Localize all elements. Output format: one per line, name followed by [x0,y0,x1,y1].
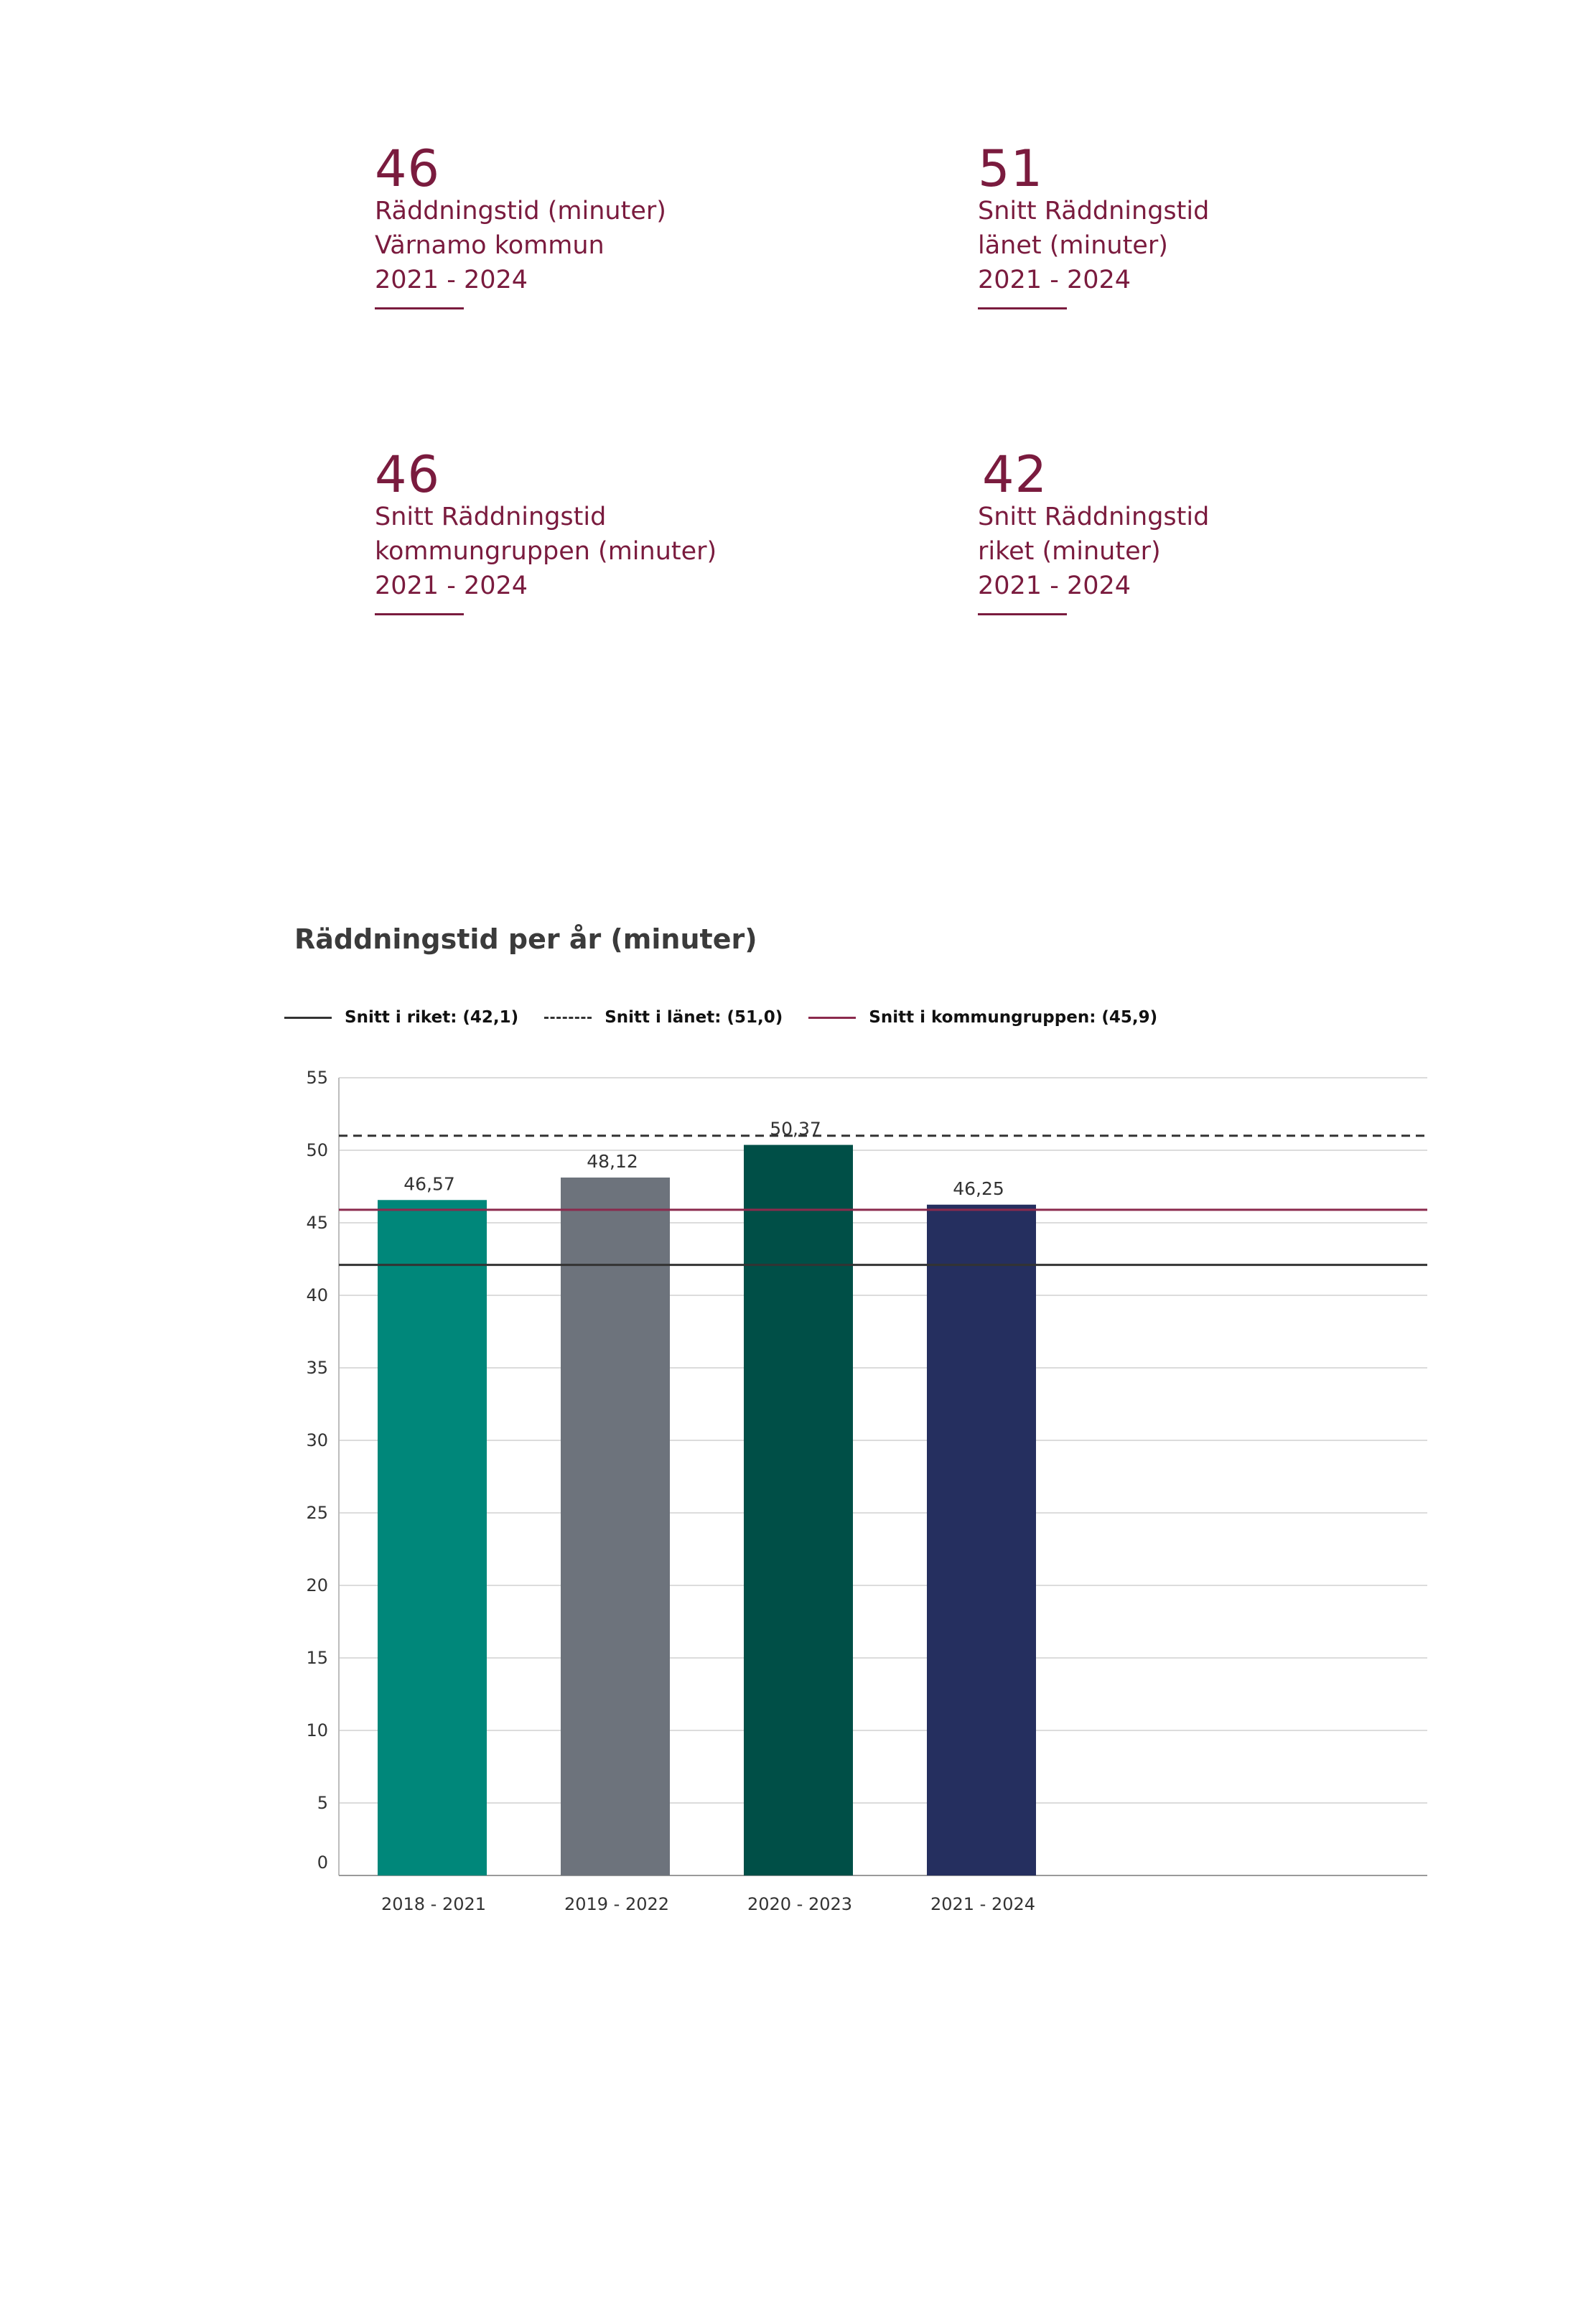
legend-item-kommungruppen: Snitt i kommungruppen: (45,9) [808,1008,1157,1027]
kpi-label: Snitt Räddningstid [375,503,607,531]
kpi-value: 51 [978,139,1044,198]
kpi-label: kommungruppen (minuter) [375,537,717,566]
kpi-period: 2021 - 2024 [375,572,528,600]
kpi-riket: 42 Snitt Räddningstid riket (minuter) 20… [978,449,1209,615]
y-tick-label: 35 [306,1358,328,1378]
y-tick-label: 30 [306,1430,328,1450]
y-tick-label: 40 [306,1285,328,1305]
bar-3 [744,1145,853,1875]
kpi-label: Räddningstid (minuter) [375,197,666,225]
kpi-underline [978,613,1067,615]
kpi-label: Snitt Räddningstid [978,503,1210,531]
legend-item-lanet: Snitt i länet: (51,0) [544,1008,783,1027]
kpi-varnamo: 46 Räddningstid (minuter) Värnamo kommun… [375,144,666,309]
kpi-value: 42 [982,445,1048,504]
chart-title: Räddningstid per år (minuter) [294,923,757,955]
bar-1 [378,1200,487,1875]
bar-value-label: 48,12 [587,1151,638,1172]
kpi-label: Snitt Räddningstid [978,197,1210,225]
kpi-period: 2021 - 2024 [978,572,1131,600]
legend-swatch-riket [284,1016,332,1019]
y-tick-label: 50 [306,1140,328,1160]
kpi-label: riket (minuter) [978,537,1161,566]
kpi-kommungruppen: 46 Snitt Räddningstid kommungruppen (min… [375,449,717,615]
kpi-underline [978,307,1067,309]
x-tick-label: 2021 - 2024 [930,1894,1035,1914]
kpi-period: 2021 - 2024 [375,266,528,294]
y-tick-label: 55 [306,1068,328,1088]
bar-value-label: 46,57 [403,1173,455,1194]
y-tick-label: 15 [306,1648,328,1668]
kpi-label: länet (minuter) [978,231,1168,260]
kpi-underline [375,307,464,309]
kpi-underline [375,613,464,615]
x-tick-label: 2020 - 2023 [747,1894,852,1914]
y-tick-label: 25 [306,1503,328,1523]
kpi-lanet: 51 Snitt Räddningstid länet (minuter) 20… [978,144,1209,309]
kpi-period: 2021 - 2024 [978,266,1131,294]
y-tick-label: 5 [317,1793,328,1813]
bar-2 [561,1177,670,1875]
legend-label-riket: Snitt i riket: (42,1) [345,1008,519,1027]
bar-value-label: 50,37 [770,1119,821,1139]
legend-swatch-kommungruppen [808,1016,857,1019]
kpi-label: Värnamo kommun [375,231,605,260]
y-tick-label: 20 [306,1575,328,1595]
kpi-value: 46 [375,445,441,504]
bar-value-label: 46,25 [953,1178,1004,1199]
kpi-value: 46 [375,139,441,198]
legend-label-kommungruppen: Snitt i kommungruppen: (45,9) [869,1008,1158,1027]
y-tick-label: 10 [306,1720,328,1740]
x-tick-label: 2019 - 2022 [564,1894,669,1914]
legend-label-lanet: Snitt i länet: (51,0) [605,1008,783,1027]
legend-swatch-lanet [544,1016,592,1019]
legend-item-riket: Snitt i riket: (42,1) [284,1008,518,1027]
y-tick-label: 0 [317,1852,328,1873]
x-tick-label: 2018 - 2021 [381,1894,486,1914]
bar-4 [927,1204,1036,1875]
y-tick-label: 45 [306,1213,328,1233]
chart-legend: Snitt i riket: (42,1) Snitt i länet: (51… [284,1008,1183,1027]
